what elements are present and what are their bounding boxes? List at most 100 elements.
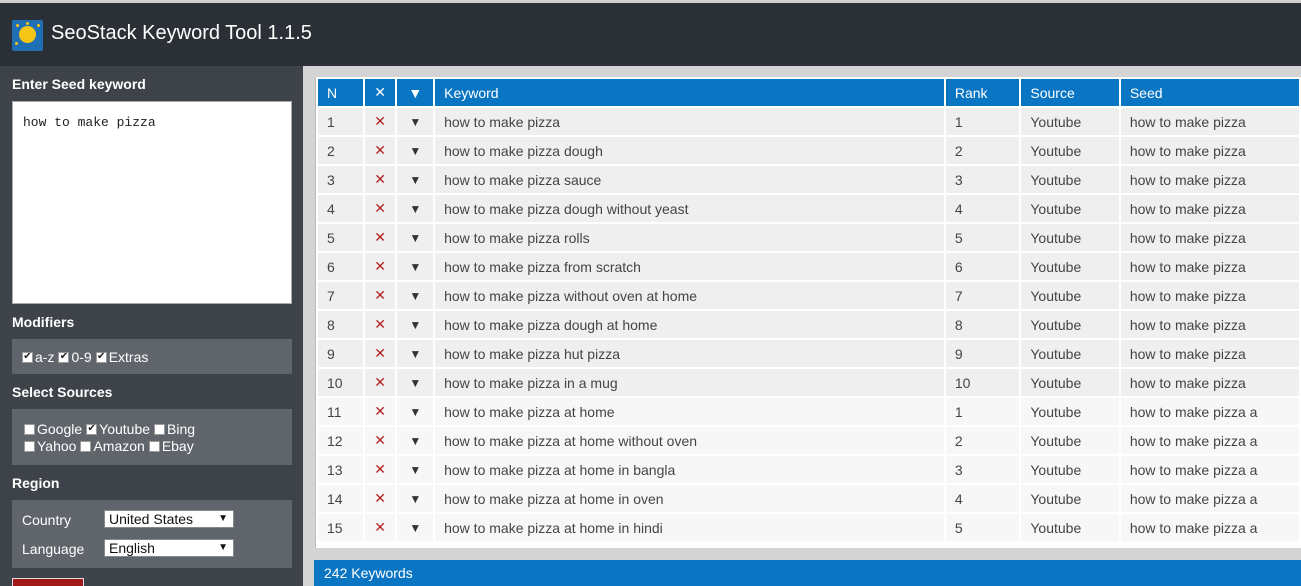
remove-icon[interactable]: ✕ (364, 369, 396, 396)
table-row[interactable]: 9 ✕ ▼ how to make pizza hut pizza 9 Youtube ho… (318, 340, 1299, 367)
checkbox-yahoo[interactable] (24, 440, 35, 452)
remove-icon[interactable]: ✕ (364, 485, 396, 512)
keyword-cell: how to make pizza at home without oven (435, 427, 944, 454)
keyword-cell: how to make pizza at home (435, 398, 944, 425)
row-menu-icon[interactable]: ▼ (397, 485, 434, 512)
row-menu-icon[interactable]: ▼ (397, 224, 434, 251)
row-number: 12 (318, 427, 363, 454)
row-menu-icon[interactable]: ▼ (397, 282, 434, 309)
rank-cell: 9 (945, 340, 1020, 367)
keyword-cell: how to make pizza (435, 108, 944, 135)
remove-icon[interactable]: ✕ (364, 108, 396, 135)
table-row[interactable]: 12 ✕ ▼ how to make pizza at home without ov… (318, 427, 1299, 454)
row-menu-icon[interactable]: ▼ (397, 340, 434, 367)
remove-icon[interactable]: ✕ (364, 514, 396, 541)
row-menu-icon[interactable]: ▼ (397, 398, 434, 425)
app-title: SeoStack Keyword Tool 1.1.5 (51, 22, 312, 44)
checkbox-youtube[interactable]: ✔ (86, 423, 98, 435)
language-label: Language (22, 541, 85, 557)
seed-cell: how to make pizza (1120, 166, 1299, 193)
seed-keyword-input[interactable] (12, 101, 292, 304)
table-row[interactable]: 8 ✕ ▼ how to make pizza dough at home 8 Youtu… (318, 311, 1299, 338)
seed-cell: how to make pizza (1120, 137, 1299, 164)
row-menu-icon[interactable]: ▼ (397, 195, 434, 222)
table-row[interactable]: 10 ✕ ▼ how to make pizza in a mug 10 Youtube h… (318, 369, 1299, 396)
keyword-cell: how to make pizza without oven at home (435, 282, 944, 309)
checkbox-amazon[interactable] (80, 440, 92, 452)
column-header-rank[interactable]: Rank (945, 79, 1020, 106)
region-panel: Country United States ▼ Language English… (12, 500, 292, 568)
table-row[interactable]: 13 ✕ ▼ how to make pizza at home in bangla 3… (318, 456, 1299, 483)
row-number: 1 (318, 108, 363, 135)
row-menu-icon[interactable]: ▼ (397, 108, 434, 135)
remove-icon[interactable]: ✕ (364, 137, 396, 164)
row-menu-icon[interactable]: ▼ (397, 369, 434, 396)
table-row[interactable]: 11 ✕ ▼ how to make pizza at home 1 Youtube how… (318, 398, 1299, 425)
remove-icon[interactable]: ✕ (364, 340, 396, 367)
source-cell: Youtube (1021, 340, 1119, 367)
rank-cell: 5 (945, 224, 1020, 251)
keyword-count-bar: 242 Keywords (314, 560, 1301, 586)
checkbox-a-z[interactable]: ✔ (22, 351, 33, 363)
column-header-seed[interactable]: Seed (1120, 79, 1299, 106)
remove-icon[interactable]: ✕ (364, 224, 396, 251)
source-cell: Youtube (1021, 369, 1119, 396)
column-header-n[interactable]: N (318, 79, 363, 106)
remove-icon[interactable]: ✕ (364, 311, 396, 338)
remove-icon[interactable]: ✕ (364, 166, 396, 193)
table-row[interactable]: 6 ✕ ▼ how to make pizza from scratch 6 Youtub… (318, 253, 1299, 280)
checkbox-bing[interactable] (154, 423, 166, 435)
table-row[interactable]: 5 ✕ ▼ how to make pizza rolls 5 Youtube how to… (318, 224, 1299, 251)
rank-cell: 4 (945, 195, 1020, 222)
remove-icon[interactable]: ✕ (364, 195, 396, 222)
action-button[interactable] (12, 578, 84, 586)
keyword-cell: how to make pizza at home in oven (435, 485, 944, 512)
checkbox-ebay[interactable] (148, 440, 160, 452)
table-row[interactable]: 1 ✕ ▼ how to make pizza 1 Youtube how to make … (318, 108, 1299, 135)
remove-icon[interactable]: ✕ (364, 398, 396, 425)
keyword-table-container[interactable]: N ✕ ▼ Keyword Rank Source Seed 1 ✕ ▼ how to… (315, 77, 1301, 548)
row-menu-icon[interactable]: ▼ (397, 253, 434, 280)
rank-cell: 7 (945, 282, 1020, 309)
column-header-keyword[interactable]: Keyword (435, 79, 944, 106)
remove-icon[interactable]: ✕ (364, 456, 396, 483)
column-header-remove[interactable]: ✕ (364, 79, 396, 106)
sources-panel: Google ✔ Youtube Bing Yahoo Amazon Ebay (12, 409, 292, 465)
row-number: 5 (318, 224, 363, 251)
remove-icon[interactable]: ✕ (364, 253, 396, 280)
table-row[interactable]: 14 ✕ ▼ how to make pizza at home in oven 4 Yo… (318, 485, 1299, 512)
row-number: 4 (318, 195, 363, 222)
column-header-menu[interactable]: ▼ (397, 79, 434, 106)
table-row[interactable]: 15 ✕ ▼ how to make pizza at home in hindi 5 Y… (318, 514, 1299, 541)
language-select[interactable]: English ▼ (104, 539, 234, 557)
table-row[interactable]: 4 ✕ ▼ how to make pizza dough without yeast… (318, 195, 1299, 222)
rank-cell: 10 (945, 369, 1020, 396)
sources-row-1: Google ✔ Youtube Bing (24, 421, 199, 437)
remove-icon[interactable]: ✕ (364, 282, 396, 309)
keyword-cell: how to make pizza sauce (435, 166, 944, 193)
source-cell: Youtube (1021, 485, 1119, 512)
checkbox-google[interactable] (24, 423, 35, 435)
country-select[interactable]: United States ▼ (104, 510, 234, 528)
source-cell: Youtube (1021, 514, 1119, 541)
seed-cell: how to make pizza (1120, 253, 1299, 280)
keyword-cell: how to make pizza dough at home (435, 311, 944, 338)
checkbox-0-9[interactable]: ✔ (58, 351, 70, 363)
table-row[interactable]: 3 ✕ ▼ how to make pizza sauce 3 Youtube how to… (318, 166, 1299, 193)
row-menu-icon[interactable]: ▼ (397, 514, 434, 541)
checkbox-label: Yahoo (37, 438, 77, 454)
row-menu-icon[interactable]: ▼ (397, 166, 434, 193)
column-header-source[interactable]: Source (1021, 79, 1119, 106)
table-row[interactable]: 7 ✕ ▼ how to make pizza without oven at hom… (318, 282, 1299, 309)
checkbox-extras[interactable]: ✔ (95, 351, 107, 363)
row-menu-icon[interactable]: ▼ (397, 311, 434, 338)
app-header: SeoStack Keyword Tool 1.1.5 (0, 0, 1301, 66)
remove-icon[interactable]: ✕ (364, 427, 396, 454)
seed-cell: how to make pizza a (1120, 514, 1299, 541)
row-menu-icon[interactable]: ▼ (397, 137, 434, 164)
row-menu-icon[interactable]: ▼ (397, 456, 434, 483)
row-number: 10 (318, 369, 363, 396)
row-menu-icon[interactable]: ▼ (397, 427, 434, 454)
seed-cell: how to make pizza (1120, 340, 1299, 367)
table-row[interactable]: 2 ✕ ▼ how to make pizza dough 2 Youtube how to… (318, 137, 1299, 164)
